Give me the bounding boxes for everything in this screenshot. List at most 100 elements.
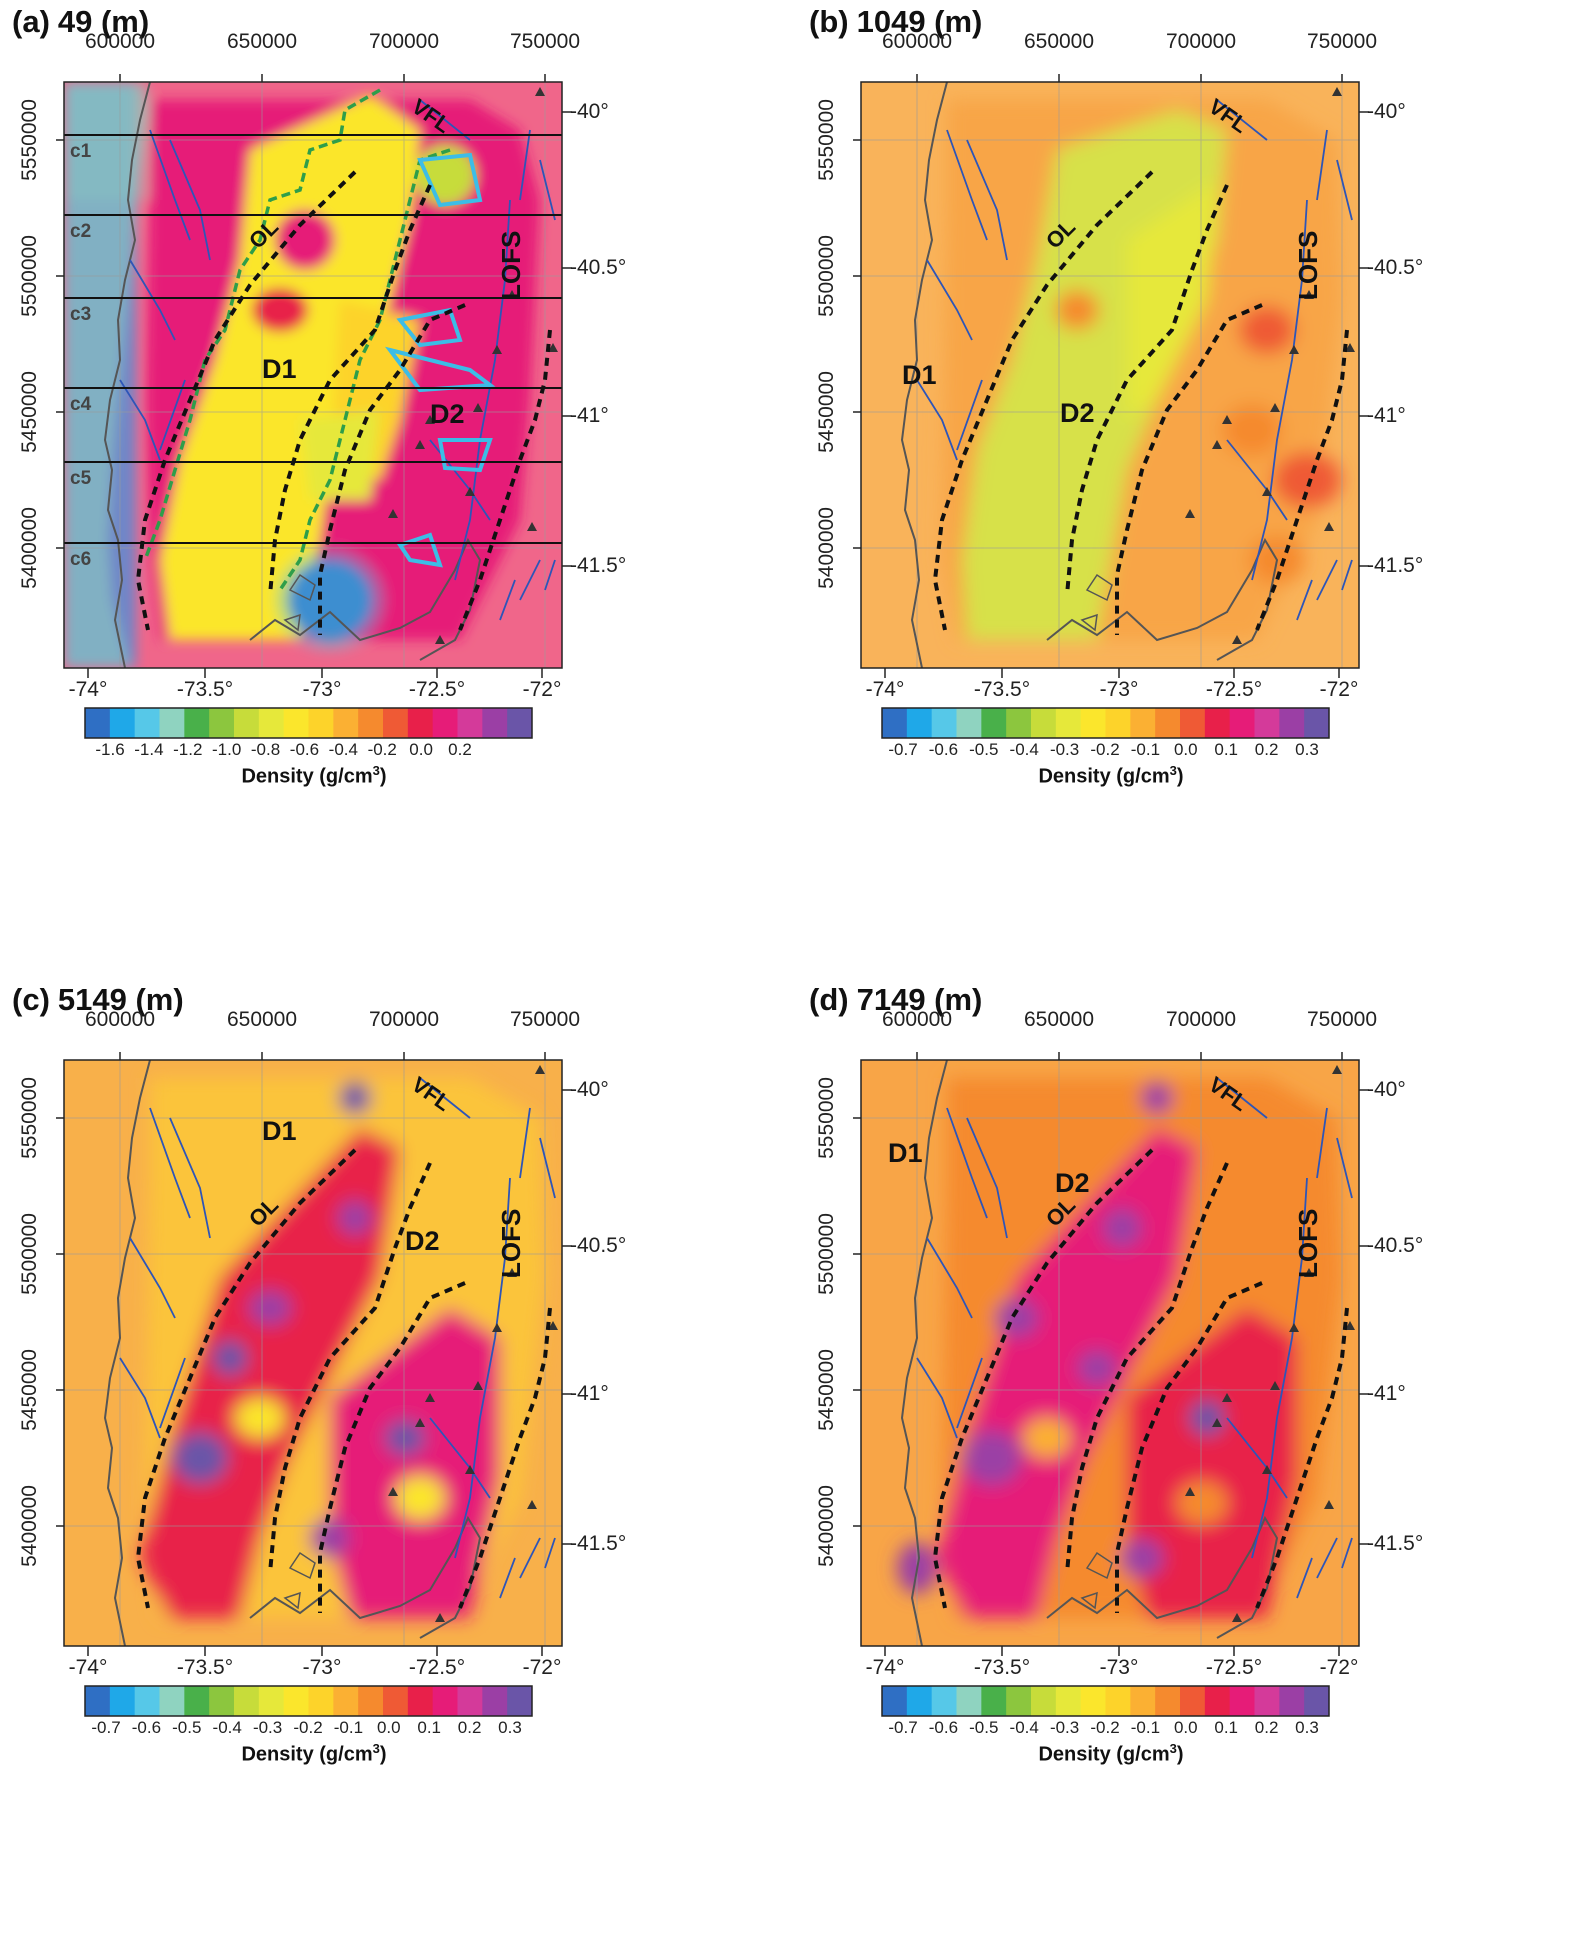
colorbar-tick: -1.0 bbox=[212, 740, 242, 759]
colorbar-swatch bbox=[1006, 708, 1032, 738]
latitude-tick: -40° bbox=[1367, 1078, 1406, 1101]
lineaments bbox=[135, 170, 552, 635]
utm-easting-tick: 600000 bbox=[84, 30, 156, 53]
utm-northing-tick: 5500000 bbox=[815, 1213, 838, 1295]
colorbar-swatch bbox=[882, 708, 908, 738]
volcano-icon bbox=[492, 345, 502, 354]
utm-easting-tick: 750000 bbox=[509, 30, 581, 53]
colorbar-tick: -0.6 bbox=[131, 1718, 162, 1737]
colorbar-title: Density (g/cm3) bbox=[861, 763, 1361, 789]
volcano-icon bbox=[1289, 1323, 1299, 1332]
utm-easting-tick: 700000 bbox=[1165, 1008, 1237, 1031]
volcano-icon bbox=[1304, 1268, 1314, 1277]
density-anomaly bbox=[160, 95, 420, 640]
density-anomaly bbox=[1189, 1400, 1225, 1436]
label-d2: D2 bbox=[405, 1226, 440, 1256]
profile-label: c3 bbox=[70, 304, 91, 325]
label-d1: D1 bbox=[262, 354, 297, 384]
colorbar-tick: -0.7 bbox=[91, 1718, 121, 1737]
density-anomaly bbox=[64, 82, 150, 200]
colorbar-swatch bbox=[1304, 1686, 1330, 1716]
tick-marks bbox=[853, 74, 1369, 678]
colorbar-swatch bbox=[981, 708, 1007, 738]
volcano-icon bbox=[1324, 522, 1334, 531]
volcano-icon bbox=[1222, 415, 1232, 424]
panel-title: (c) 5149 (m) bbox=[12, 982, 192, 1018]
density-anomaly bbox=[1102, 1208, 1142, 1248]
colorbar-tick: -0.1 bbox=[1130, 1718, 1161, 1737]
density-anomaly bbox=[248, 1290, 292, 1326]
colorbar-tick: -0.1 bbox=[1130, 740, 1161, 759]
colorbar-swatch bbox=[1031, 1686, 1057, 1716]
colorbar-swatch bbox=[159, 1686, 185, 1716]
colorbar-tick: -0.3 bbox=[252, 1718, 283, 1737]
density-anomaly bbox=[339, 1082, 371, 1114]
colorbar-tick: -1.6 bbox=[95, 740, 125, 759]
colorbar-swatch bbox=[407, 708, 434, 738]
colorbar-tick: 0.2 bbox=[1254, 740, 1279, 759]
reloncavi-coast bbox=[249, 537, 482, 661]
colorbar-title-text: Density (g/cm bbox=[1038, 765, 1170, 788]
panel-label: (d) bbox=[809, 982, 849, 1017]
volcano-icon bbox=[1304, 290, 1314, 299]
volcano-icon bbox=[435, 635, 445, 644]
colorbar-tick: -0.1 bbox=[333, 1718, 364, 1737]
colorbar-tick: 0.3 bbox=[498, 1718, 522, 1737]
label-d1: D1 bbox=[262, 1116, 297, 1146]
colorbar-swatch bbox=[134, 708, 160, 738]
utm-northing-tick: 5450000 bbox=[18, 1349, 41, 1431]
utm-northing-tick: 5550000 bbox=[815, 1077, 838, 1159]
colorbar-swatch bbox=[1055, 1686, 1082, 1716]
utm-easting-tick: 650000 bbox=[226, 1008, 298, 1031]
coastline bbox=[103, 1060, 151, 1646]
volcano-icon bbox=[388, 509, 398, 518]
density-anomaly bbox=[1127, 180, 1217, 420]
longitude-tick: -72° bbox=[522, 1656, 562, 1679]
density-anomaly bbox=[385, 1420, 425, 1456]
tick-marks bbox=[853, 1052, 1369, 1656]
density-anomaly bbox=[337, 1200, 373, 1236]
latitude-tick: -41° bbox=[570, 404, 609, 427]
volcano-icon bbox=[388, 1487, 398, 1496]
profile-label: c4 bbox=[70, 394, 92, 415]
volcano-icon bbox=[473, 1381, 483, 1390]
volcano-icon bbox=[1185, 509, 1195, 518]
colorbar-swatch bbox=[134, 1686, 160, 1716]
longitude-tick: -73° bbox=[1099, 678, 1139, 701]
colorbar-title-sup: 3 bbox=[372, 1741, 380, 1756]
volcano-icon bbox=[1262, 487, 1272, 496]
green-boundary bbox=[278, 148, 451, 591]
colorbar-tick: 0.2 bbox=[448, 740, 472, 759]
longitude-tick: -72° bbox=[1319, 1656, 1359, 1679]
utm-northing-tick: 5500000 bbox=[815, 235, 838, 317]
colorbar-swatch bbox=[234, 1686, 260, 1716]
map-panel: OL VFL LOFS D1 D2 (d) 7149 (m) 600000 650000 7000… bbox=[797, 978, 1594, 1956]
colorbar-swatch bbox=[283, 1686, 309, 1716]
colorbar-tick: -0.2 bbox=[367, 740, 397, 759]
volcano-icon bbox=[1345, 343, 1355, 352]
colorbar-swatch bbox=[258, 1686, 285, 1716]
longitude-tick: -72.5° bbox=[408, 1656, 466, 1679]
panel-depth: 49 (m) bbox=[57, 4, 150, 39]
colorbar-tick: 0.1 bbox=[417, 1718, 442, 1737]
colorbar-swatch bbox=[333, 1686, 359, 1716]
colorbar bbox=[881, 707, 1330, 739]
longitude-tick: -73° bbox=[302, 1656, 342, 1679]
colorbar-swatch bbox=[209, 708, 235, 738]
colorbar-swatch bbox=[931, 1686, 957, 1716]
colorbar-swatch bbox=[981, 1686, 1007, 1716]
panel-depth: 1049 (m) bbox=[856, 4, 983, 39]
volcano-markers bbox=[1185, 87, 1355, 644]
colorbar-title-end: ) bbox=[379, 1743, 387, 1766]
colorbar-title-text: Density (g/cm bbox=[241, 765, 373, 788]
volcano-icon bbox=[492, 1323, 502, 1332]
longitude-tick: -72° bbox=[1319, 678, 1359, 701]
colorbar-tick: 0.1 bbox=[1214, 740, 1239, 759]
utm-easting-tick: 700000 bbox=[368, 30, 440, 53]
colorbar-swatch bbox=[1204, 708, 1231, 738]
longitude-tick: -73.5° bbox=[973, 678, 1031, 701]
volcano-icon bbox=[548, 343, 558, 352]
lineament-dashed bbox=[932, 170, 1154, 631]
density-anomaly bbox=[995, 1298, 1039, 1338]
